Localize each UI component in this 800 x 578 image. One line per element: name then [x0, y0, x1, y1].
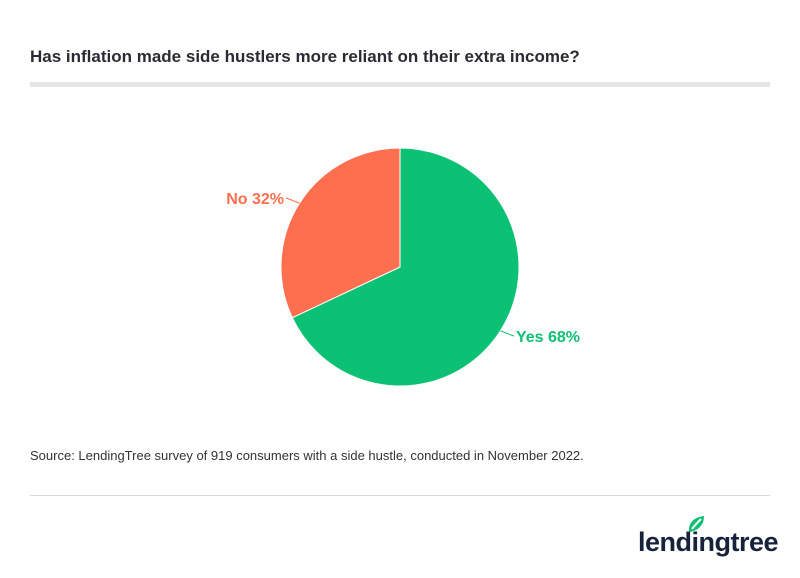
logo-text: lendingtree	[638, 527, 779, 557]
footer-divider	[30, 495, 770, 496]
lendingtree-logo: lendingtree	[638, 515, 779, 560]
source-note: Source: LendingTree survey of 919 consum…	[30, 448, 584, 463]
pie-slice-no	[280, 147, 401, 319]
pie-chart: Yes 68% No 32%	[226, 147, 580, 387]
title-divider	[30, 82, 770, 87]
label-connector	[285, 197, 300, 204]
leaf-icon	[688, 516, 704, 532]
label-connector	[500, 330, 515, 337]
slice-label: No 32%	[226, 191, 284, 208]
slice-label: Yes 68%	[516, 329, 580, 346]
chart-title: Has inflation made side hustlers more re…	[30, 47, 580, 66]
